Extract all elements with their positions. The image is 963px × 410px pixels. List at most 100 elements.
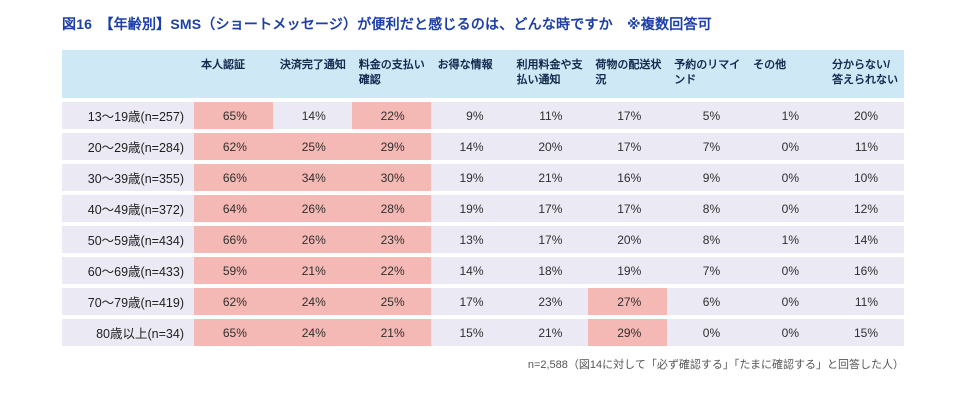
table-row: 50〜59歳(n=434) 66% 26% 23% 13% 17% 20% 8% 1% 14%: [62, 226, 904, 253]
value-cell: 21%: [509, 164, 589, 191]
value-cell: 24%: [272, 288, 352, 315]
value-cell: 29%: [351, 133, 431, 160]
value-cell: 65%: [194, 102, 273, 129]
value-cell: 23%: [351, 226, 431, 253]
value-cell: 59%: [194, 257, 273, 284]
column-header-2: 料金の支払い確認: [351, 50, 431, 98]
sample-size-footnote: n=2,588（図14に対して「必ず確認する」「たまに確認する」と回答した人）: [527, 359, 904, 371]
value-cell: 0%: [746, 288, 825, 315]
value-cell: 15%: [430, 319, 510, 346]
column-header-0: 本人認証: [194, 50, 273, 98]
value-cell: 25%: [351, 288, 431, 315]
value-cell: 26%: [272, 226, 352, 253]
value-cell: 0%: [667, 319, 747, 346]
value-cell: 17%: [509, 226, 589, 253]
value-cell: 23%: [509, 288, 589, 315]
column-header-8: 分からない/答えられない: [825, 50, 904, 98]
value-cell: 28%: [351, 195, 431, 222]
value-cell: 8%: [667, 195, 747, 222]
column-header-4: 利用料金や支払い通知: [509, 50, 589, 98]
value-cell: 62%: [194, 288, 273, 315]
column-header-1: 決済完了通知: [272, 50, 352, 98]
value-cell: 34%: [272, 164, 352, 191]
value-cell: 15%: [825, 319, 904, 346]
value-cell: 1%: [746, 102, 825, 129]
value-cell: 9%: [667, 164, 747, 191]
value-cell: 17%: [509, 195, 589, 222]
row-label: 80歳以上(n=34): [62, 319, 194, 346]
value-cell: 9%: [430, 102, 510, 129]
value-cell: 17%: [588, 195, 668, 222]
value-cell: 7%: [667, 257, 747, 284]
row-label: 60〜69歳(n=433): [62, 257, 194, 284]
corner-cell: [62, 50, 194, 98]
value-cell: 30%: [351, 164, 431, 191]
value-cell: 16%: [588, 164, 668, 191]
value-cell: 8%: [667, 226, 747, 253]
value-cell: 66%: [194, 164, 273, 191]
value-cell: 19%: [430, 195, 510, 222]
table-row: 80歳以上(n=34) 65% 24% 21% 15% 21% 29% 0% 0% 15%: [62, 319, 904, 346]
row-label: 70〜79歳(n=419): [62, 288, 194, 315]
value-cell: 21%: [509, 319, 589, 346]
value-cell: 14%: [430, 257, 510, 284]
value-cell: 13%: [430, 226, 510, 253]
table-body: 13〜19歳(n=257) 65% 14% 22% 9% 11% 17% 5% 1% 20% 20〜…: [62, 102, 904, 346]
value-cell: 29%: [588, 319, 668, 346]
row-label: 50〜59歳(n=434): [62, 226, 194, 253]
value-cell: 12%: [825, 195, 904, 222]
value-cell: 62%: [194, 133, 273, 160]
value-cell: 19%: [430, 164, 510, 191]
table-row: 40〜49歳(n=372) 64% 26% 28% 19% 17% 17% 8% 0% 12%: [62, 195, 904, 222]
column-header-5: 荷物の配送状況: [588, 50, 668, 98]
value-cell: 22%: [351, 257, 431, 284]
value-cell: 19%: [588, 257, 668, 284]
value-cell: 0%: [746, 257, 825, 284]
value-cell: 17%: [430, 288, 510, 315]
value-cell: 22%: [351, 102, 431, 129]
row-label: 40〜49歳(n=372): [62, 195, 194, 222]
value-cell: 20%: [509, 133, 589, 160]
value-cell: 20%: [588, 226, 668, 253]
table-row: 60〜69歳(n=433) 59% 21% 22% 14% 18% 19% 7% 0% 16%: [62, 257, 904, 284]
value-cell: 27%: [588, 288, 668, 315]
table-row: 70〜79歳(n=419) 62% 24% 25% 17% 23% 27% 6% 0% 11%: [62, 288, 904, 315]
value-cell: 20%: [825, 102, 904, 129]
value-cell: 11%: [825, 288, 904, 315]
value-cell: 16%: [825, 257, 904, 284]
row-label: 20〜29歳(n=284): [62, 133, 194, 160]
value-cell: 0%: [746, 195, 825, 222]
value-cell: 11%: [825, 133, 904, 160]
value-cell: 21%: [351, 319, 431, 346]
table-header: 本人認証 決済完了通知 料金の支払い確認 お得な情報 利用料金や支払い通知 荷物の配送状況…: [62, 50, 904, 98]
sms-survey-table: 本人認証 決済完了通知 料金の支払い確認 お得な情報 利用料金や支払い通知 荷物の配送状況…: [62, 46, 904, 350]
value-cell: 64%: [194, 195, 273, 222]
table-row: 20〜29歳(n=284) 62% 25% 29% 14% 20% 17% 7% 0% 11%: [62, 133, 904, 160]
column-header-7: その他: [746, 50, 825, 98]
value-cell: 14%: [272, 102, 352, 129]
value-cell: 6%: [667, 288, 747, 315]
table-row: 13〜19歳(n=257) 65% 14% 22% 9% 11% 17% 5% 1% 20%: [62, 102, 904, 129]
value-cell: 17%: [588, 133, 668, 160]
value-cell: 21%: [272, 257, 352, 284]
column-header-6: 予約のリマインド: [667, 50, 747, 98]
value-cell: 11%: [509, 102, 589, 129]
value-cell: 1%: [746, 226, 825, 253]
value-cell: 14%: [825, 226, 904, 253]
value-cell: 10%: [825, 164, 904, 191]
value-cell: 17%: [588, 102, 668, 129]
row-label: 13〜19歳(n=257): [62, 102, 194, 129]
table-row: 30〜39歳(n=355) 66% 34% 30% 19% 21% 16% 9% 0% 10%: [62, 164, 904, 191]
value-cell: 0%: [746, 164, 825, 191]
value-cell: 14%: [430, 133, 510, 160]
row-label: 30〜39歳(n=355): [62, 164, 194, 191]
figure-container: 図16 【年齢別】SMS（ショートメッセージ）が便利だと感じるのは、どんな時です…: [62, 16, 904, 371]
value-cell: 25%: [272, 133, 352, 160]
value-cell: 5%: [667, 102, 747, 129]
column-header-3: お得な情報: [430, 50, 510, 98]
value-cell: 66%: [194, 226, 273, 253]
value-cell: 0%: [746, 133, 825, 160]
value-cell: 7%: [667, 133, 747, 160]
value-cell: 0%: [746, 319, 825, 346]
value-cell: 65%: [194, 319, 273, 346]
